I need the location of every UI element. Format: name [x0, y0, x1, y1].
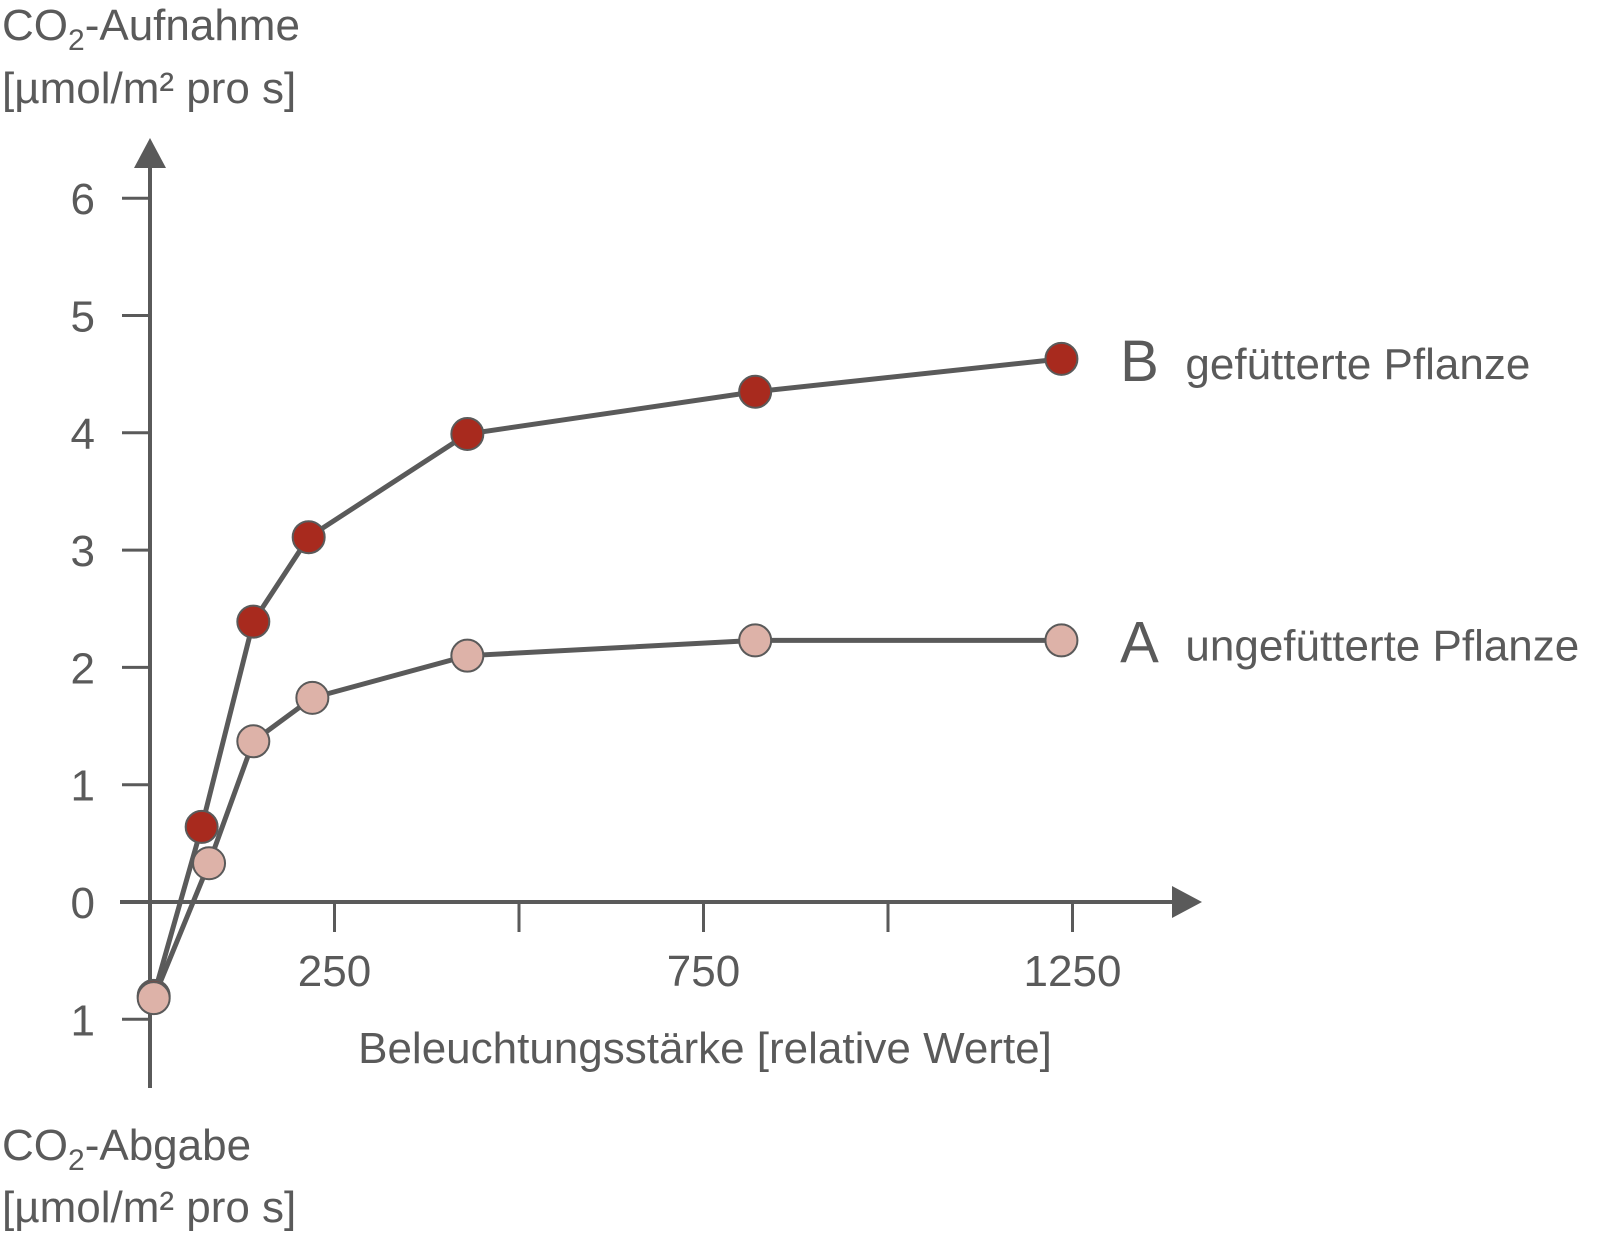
- data-point-B: [1044, 341, 1079, 376]
- data-point-A: [192, 846, 227, 881]
- y-axis-top-label-line2: [µmol/m² pro s]: [2, 64, 296, 113]
- x-axis-arrow: [1172, 886, 1202, 918]
- x-tick-label: 750: [667, 947, 740, 996]
- y-tick-label: 2: [71, 644, 95, 693]
- y-axis-arrow: [134, 138, 166, 168]
- data-point-B: [291, 520, 326, 555]
- series-name-A: ungefütterte Pflanze: [1185, 621, 1579, 670]
- data-point-A: [295, 680, 330, 715]
- data-point-B: [184, 809, 219, 844]
- data-point-A: [236, 724, 271, 759]
- y-axis-bottom-label-line2: [µmol/m² pro s]: [2, 1183, 296, 1232]
- x-axis-label: Beleuchtungsstärke [relative Werte]: [358, 1024, 1052, 1073]
- series-line-A: [151, 637, 1062, 1000]
- axes: [120, 138, 1202, 1088]
- data-point-B: [450, 416, 485, 451]
- data-point-B: [236, 604, 271, 639]
- y-tick-label: 4: [71, 410, 95, 459]
- x-tick-label: 250: [298, 947, 371, 996]
- y-tick-label: 5: [71, 293, 95, 342]
- y-tick-label: 1: [71, 996, 95, 1045]
- series-points: [136, 341, 1079, 1016]
- data-point-B: [738, 374, 773, 409]
- data-point-A: [1044, 623, 1079, 658]
- y-tick-label: 0: [71, 879, 95, 928]
- y-tick-label: 1: [71, 762, 95, 811]
- ticks: 1 0 1 2 3 4 5 6 250 750 1250: [71, 175, 1122, 1045]
- y-tick-label: 6: [71, 175, 95, 224]
- data-point-A: [450, 638, 485, 673]
- x-tick-label: 1250: [1024, 947, 1122, 996]
- labels: CO2-Aufnahme [µmol/m² pro s] CO2-Abgabe …: [2, 1, 1052, 1232]
- series-letter-B: B: [1120, 329, 1159, 394]
- y-tick-label: 3: [71, 527, 95, 576]
- data-point-A: [738, 623, 773, 658]
- data-point-A: [136, 981, 171, 1016]
- series-name-B: gefütterte Pflanze: [1185, 340, 1530, 389]
- y-axis-bottom-label-line1: CO2-Abgabe: [2, 1121, 251, 1177]
- series-letter-A: A: [1120, 610, 1159, 675]
- y-axis-top-label-line1: CO2-Aufnahme: [2, 1, 300, 57]
